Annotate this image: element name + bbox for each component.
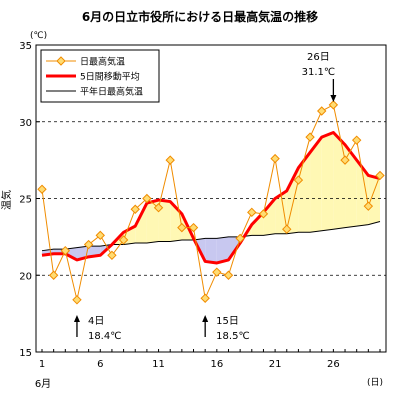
daily-max-point — [118, 235, 129, 245]
annotation-value-label: 18.5℃ — [216, 331, 250, 342]
daily-max-point — [340, 155, 350, 165]
daily-max-point — [375, 170, 385, 181]
x-tick-label: 1 — [39, 359, 45, 370]
annotations: 4日 18.4℃ 15日 18.5℃ 26日 31.1℃ — [73, 52, 337, 342]
series-moving-average-line — [41, 130, 381, 265]
daily-max-point — [83, 239, 94, 250]
daily-max-point — [60, 245, 71, 256]
daily-max-point — [363, 201, 374, 211]
annotation-arrowhead — [202, 315, 209, 322]
daily-max-point — [293, 175, 304, 185]
y-tick-label: 15 — [19, 348, 32, 359]
daily-max-point — [107, 250, 117, 261]
fill-segment — [333, 132, 346, 230]
daily-max-point — [72, 295, 82, 305]
legend-label: 平年日最高気温 — [80, 86, 143, 98]
daily-max-point — [37, 184, 47, 194]
daily-max-point — [188, 222, 199, 233]
x-tick-label: 6 — [97, 359, 103, 370]
daily-max-point — [177, 222, 187, 233]
fill-segment — [251, 212, 264, 236]
daily-max-point — [142, 193, 152, 204]
daily-max-point — [130, 204, 140, 214]
normal-line — [41, 221, 381, 252]
daily-max-point — [223, 270, 234, 280]
x-tick-label: 26 — [327, 359, 340, 370]
y-tick-label: 20 — [19, 271, 32, 282]
daily-max-point — [351, 135, 362, 145]
moving-average-line — [41, 130, 381, 265]
annotation-day-label: 26日 — [307, 52, 330, 63]
fill-segment — [356, 160, 369, 227]
daily-max-point — [235, 233, 245, 244]
fill-segment — [368, 175, 380, 225]
daily-max-point — [317, 106, 327, 116]
annotation-arrowhead — [330, 95, 337, 102]
fill-segment — [321, 132, 334, 231]
fill-segment — [345, 144, 357, 228]
fill-segment — [298, 152, 311, 233]
fill-segment — [205, 238, 217, 263]
daily-max-point — [328, 100, 339, 110]
fill-segment — [216, 236, 229, 263]
y-tick-label: 30 — [19, 118, 32, 129]
daily-max-point — [48, 270, 59, 280]
x-tick-label: 11 — [152, 359, 165, 370]
series-normal-line — [41, 221, 381, 252]
annotation-value-label: 31.1℃ — [302, 67, 336, 78]
series-daily-max — [37, 100, 385, 305]
fill-segment — [146, 200, 159, 244]
y-axis-ticks: 15 20 25 30 35 — [19, 41, 40, 359]
daily-max-point — [200, 293, 210, 303]
gridlines — [36, 121, 386, 276]
annotation-arrowhead — [73, 315, 80, 322]
y-tick-label: 25 — [19, 195, 32, 206]
y-unit-label: (℃) — [30, 31, 47, 41]
daily-max-point — [282, 224, 292, 234]
daily-max-point — [305, 132, 315, 142]
y-axis-label: 温気 — [0, 190, 13, 210]
x-unit-label: (日) — [367, 377, 383, 388]
daily-max-point — [258, 209, 269, 219]
x-axis-ticks: 1 6 11 16 21 26 — [39, 349, 381, 370]
daily-max-point — [247, 207, 257, 218]
legend-label: 5日間移動平均 — [80, 71, 140, 83]
daily-max-point — [270, 153, 280, 164]
area-fills — [42, 132, 380, 263]
annotation-value-label: 18.4℃ — [88, 331, 122, 342]
x-tick-label: 16 — [210, 359, 223, 370]
legend-label: 日最高気温 — [80, 56, 125, 68]
fill-segment — [275, 190, 287, 234]
fill-segment — [88, 246, 101, 257]
legend-marker-daily-max — [56, 56, 66, 66]
annotation-day-label: 15日 — [216, 316, 239, 327]
chart-title: 6月の日立市役所における日最高気温の推移 — [82, 9, 318, 24]
annotation-day-label: 4日 — [88, 316, 104, 327]
daily-max-point — [95, 230, 105, 241]
fill-segment — [263, 198, 276, 236]
fill-segment — [135, 203, 147, 244]
fill-segment — [310, 137, 322, 233]
x-tick-label: 21 — [269, 359, 282, 370]
fill-segment — [158, 200, 171, 242]
daily-max-point — [212, 267, 222, 277]
y-tick-label: 35 — [19, 41, 32, 52]
daily-max-point — [165, 155, 175, 165]
x-month-label: 6月 — [35, 378, 51, 390]
daily-max-point — [153, 203, 164, 213]
